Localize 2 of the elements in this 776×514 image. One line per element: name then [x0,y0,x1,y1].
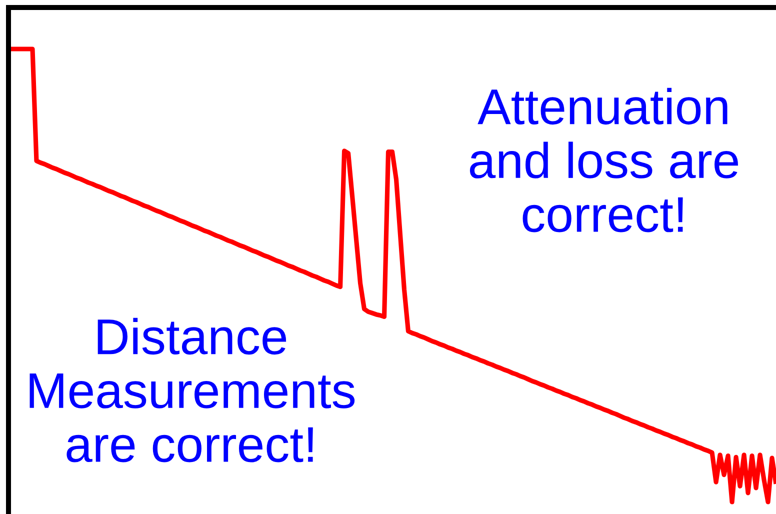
annotation: Distance Measurements are correct! [30,318,355,462]
annotation: Attenuation and loss are correct! [470,88,738,232]
